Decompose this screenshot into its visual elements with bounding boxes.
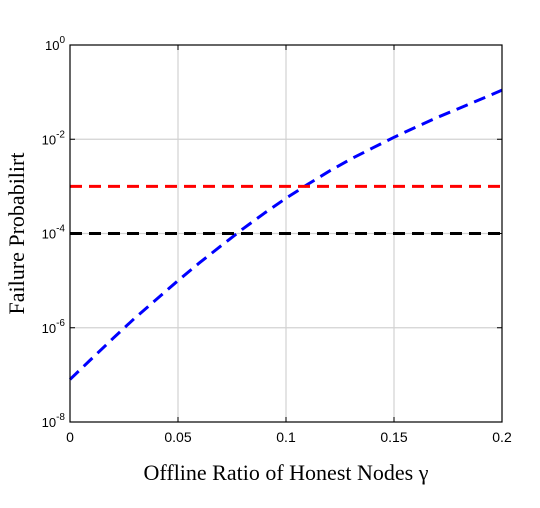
series-line-1: [68, 88, 503, 381]
x-tick-label: 0.1: [276, 429, 296, 445]
y-tick-label: 100: [45, 35, 65, 53]
tick-marks: [69, 44, 503, 423]
y-tick-label: 10-2: [42, 129, 66, 147]
x-tick-label: 0.05: [164, 429, 191, 445]
x-tick-label: 0: [66, 429, 74, 445]
x-tick-label: 0.15: [380, 429, 407, 445]
series-lines: [68, 88, 503, 381]
y-tick-labels: 10-8 10-6 10-4 10-2 100: [42, 35, 66, 430]
x-tick-label: 0.2: [492, 429, 512, 445]
y-tick-label: 10-4: [42, 224, 66, 242]
y-axis-label: Failure Probabilirt: [4, 153, 29, 315]
x-tick-labels: 0 0.05 0.1 0.15 0.2: [66, 429, 512, 445]
y-tick-label: 10-8: [42, 412, 66, 430]
y-tick-label: 10-6: [42, 318, 66, 336]
x-axis-label: Offline Ratio of Honest Nodes γ: [144, 460, 429, 485]
